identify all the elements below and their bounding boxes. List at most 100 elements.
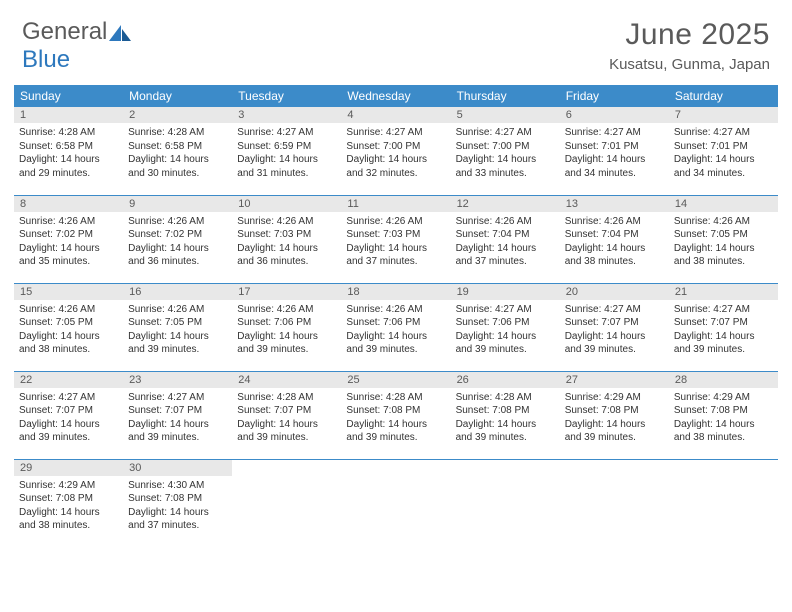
day-details: Sunrise: 4:26 AMSunset: 7:04 PMDaylight:…: [560, 212, 669, 273]
day-number: 26: [451, 372, 560, 388]
calendar-row: 8Sunrise: 4:26 AMSunset: 7:02 PMDaylight…: [14, 195, 778, 283]
calendar-cell: 9Sunrise: 4:26 AMSunset: 7:02 PMDaylight…: [123, 195, 232, 283]
calendar-cell: 27Sunrise: 4:29 AMSunset: 7:08 PMDayligh…: [560, 371, 669, 459]
day-number: 1: [14, 107, 123, 123]
weekday-header: Saturday: [669, 85, 778, 107]
day-number: 3: [232, 107, 341, 123]
calendar-cell: [232, 459, 341, 547]
day-details: Sunrise: 4:27 AMSunset: 7:01 PMDaylight:…: [669, 123, 778, 184]
day-details: Sunrise: 4:27 AMSunset: 7:07 PMDaylight:…: [669, 300, 778, 361]
calendar-cell: 25Sunrise: 4:28 AMSunset: 7:08 PMDayligh…: [341, 371, 450, 459]
calendar-row: 15Sunrise: 4:26 AMSunset: 7:05 PMDayligh…: [14, 283, 778, 371]
day-number: 18: [341, 284, 450, 300]
day-details: Sunrise: 4:26 AMSunset: 7:03 PMDaylight:…: [232, 212, 341, 273]
calendar-row: 22Sunrise: 4:27 AMSunset: 7:07 PMDayligh…: [14, 371, 778, 459]
day-number: 25: [341, 372, 450, 388]
day-details: Sunrise: 4:28 AMSunset: 7:08 PMDaylight:…: [341, 388, 450, 449]
brand-part2: Blue: [22, 46, 70, 74]
day-details: Sunrise: 4:26 AMSunset: 7:02 PMDaylight:…: [123, 212, 232, 273]
day-details: Sunrise: 4:27 AMSunset: 7:07 PMDaylight:…: [123, 388, 232, 449]
weekday-header-row: Sunday Monday Tuesday Wednesday Thursday…: [14, 85, 778, 107]
day-number: 24: [232, 372, 341, 388]
day-details: Sunrise: 4:28 AMSunset: 6:58 PMDaylight:…: [14, 123, 123, 184]
day-number: 22: [14, 372, 123, 388]
brand-part1: General: [22, 18, 107, 46]
calendar-cell: 29Sunrise: 4:29 AMSunset: 7:08 PMDayligh…: [14, 459, 123, 547]
day-number: 29: [14, 460, 123, 476]
day-details: Sunrise: 4:26 AMSunset: 7:05 PMDaylight:…: [123, 300, 232, 361]
day-details: Sunrise: 4:29 AMSunset: 7:08 PMDaylight:…: [560, 388, 669, 449]
day-details: Sunrise: 4:27 AMSunset: 7:07 PMDaylight:…: [14, 388, 123, 449]
calendar-cell: 18Sunrise: 4:26 AMSunset: 7:06 PMDayligh…: [341, 283, 450, 371]
day-number: 13: [560, 196, 669, 212]
calendar-cell: 10Sunrise: 4:26 AMSunset: 7:03 PMDayligh…: [232, 195, 341, 283]
day-number: 2: [123, 107, 232, 123]
day-details: Sunrise: 4:27 AMSunset: 7:00 PMDaylight:…: [341, 123, 450, 184]
location-label: Kusatsu, Gunma, Japan: [609, 56, 770, 73]
day-number: 5: [451, 107, 560, 123]
calendar-cell: 7Sunrise: 4:27 AMSunset: 7:01 PMDaylight…: [669, 107, 778, 195]
day-details: Sunrise: 4:26 AMSunset: 7:06 PMDaylight:…: [232, 300, 341, 361]
calendar-cell: 23Sunrise: 4:27 AMSunset: 7:07 PMDayligh…: [123, 371, 232, 459]
calendar-cell: 12Sunrise: 4:26 AMSunset: 7:04 PMDayligh…: [451, 195, 560, 283]
calendar-cell: 26Sunrise: 4:28 AMSunset: 7:08 PMDayligh…: [451, 371, 560, 459]
day-details: Sunrise: 4:26 AMSunset: 7:02 PMDaylight:…: [14, 212, 123, 273]
day-details: Sunrise: 4:27 AMSunset: 7:00 PMDaylight:…: [451, 123, 560, 184]
calendar-cell: 3Sunrise: 4:27 AMSunset: 6:59 PMDaylight…: [232, 107, 341, 195]
calendar-cell: 13Sunrise: 4:26 AMSunset: 7:04 PMDayligh…: [560, 195, 669, 283]
calendar-cell: 6Sunrise: 4:27 AMSunset: 7:01 PMDaylight…: [560, 107, 669, 195]
day-details: Sunrise: 4:26 AMSunset: 7:04 PMDaylight:…: [451, 212, 560, 273]
day-details: Sunrise: 4:27 AMSunset: 7:06 PMDaylight:…: [451, 300, 560, 361]
calendar-cell: 30Sunrise: 4:30 AMSunset: 7:08 PMDayligh…: [123, 459, 232, 547]
day-number: 7: [669, 107, 778, 123]
calendar-cell: 19Sunrise: 4:27 AMSunset: 7:06 PMDayligh…: [451, 283, 560, 371]
day-number: 20: [560, 284, 669, 300]
weekday-header: Tuesday: [232, 85, 341, 107]
calendar-cell: 16Sunrise: 4:26 AMSunset: 7:05 PMDayligh…: [123, 283, 232, 371]
day-details: Sunrise: 4:26 AMSunset: 7:03 PMDaylight:…: [341, 212, 450, 273]
day-details: Sunrise: 4:28 AMSunset: 6:58 PMDaylight:…: [123, 123, 232, 184]
brand-logo: General: [22, 18, 131, 46]
calendar-cell: 4Sunrise: 4:27 AMSunset: 7:00 PMDaylight…: [341, 107, 450, 195]
calendar-table: Sunday Monday Tuesday Wednesday Thursday…: [14, 85, 778, 547]
day-details: Sunrise: 4:29 AMSunset: 7:08 PMDaylight:…: [669, 388, 778, 449]
day-number: 28: [669, 372, 778, 388]
day-number: 9: [123, 196, 232, 212]
day-details: Sunrise: 4:28 AMSunset: 7:08 PMDaylight:…: [451, 388, 560, 449]
calendar-cell: [341, 459, 450, 547]
day-number: 15: [14, 284, 123, 300]
day-details: Sunrise: 4:27 AMSunset: 6:59 PMDaylight:…: [232, 123, 341, 184]
day-number: 23: [123, 372, 232, 388]
day-number: 27: [560, 372, 669, 388]
calendar-row: 29Sunrise: 4:29 AMSunset: 7:08 PMDayligh…: [14, 459, 778, 547]
calendar-cell: 20Sunrise: 4:27 AMSunset: 7:07 PMDayligh…: [560, 283, 669, 371]
day-details: Sunrise: 4:28 AMSunset: 7:07 PMDaylight:…: [232, 388, 341, 449]
day-number: 21: [669, 284, 778, 300]
day-number: 16: [123, 284, 232, 300]
calendar-cell: 24Sunrise: 4:28 AMSunset: 7:07 PMDayligh…: [232, 371, 341, 459]
weekday-header: Thursday: [451, 85, 560, 107]
day-details: Sunrise: 4:30 AMSunset: 7:08 PMDaylight:…: [123, 476, 232, 537]
day-number: 12: [451, 196, 560, 212]
calendar-body: 1Sunrise: 4:28 AMSunset: 6:58 PMDaylight…: [14, 107, 778, 547]
sail-icon: [109, 25, 131, 41]
day-number: 11: [341, 196, 450, 212]
day-number: 19: [451, 284, 560, 300]
day-number: 14: [669, 196, 778, 212]
calendar-cell: 14Sunrise: 4:26 AMSunset: 7:05 PMDayligh…: [669, 195, 778, 283]
weekday-header: Sunday: [14, 85, 123, 107]
weekday-header: Friday: [560, 85, 669, 107]
day-number: 8: [14, 196, 123, 212]
day-details: Sunrise: 4:26 AMSunset: 7:05 PMDaylight:…: [669, 212, 778, 273]
day-details: Sunrise: 4:27 AMSunset: 7:01 PMDaylight:…: [560, 123, 669, 184]
day-details: Sunrise: 4:27 AMSunset: 7:07 PMDaylight:…: [560, 300, 669, 361]
calendar-cell: 11Sunrise: 4:26 AMSunset: 7:03 PMDayligh…: [341, 195, 450, 283]
title-block: June 2025 Kusatsu, Gunma, Japan: [609, 18, 770, 73]
weekday-header: Wednesday: [341, 85, 450, 107]
calendar-cell: 8Sunrise: 4:26 AMSunset: 7:02 PMDaylight…: [14, 195, 123, 283]
calendar-row: 1Sunrise: 4:28 AMSunset: 6:58 PMDaylight…: [14, 107, 778, 195]
day-number: 10: [232, 196, 341, 212]
calendar-cell: 28Sunrise: 4:29 AMSunset: 7:08 PMDayligh…: [669, 371, 778, 459]
calendar-cell: 15Sunrise: 4:26 AMSunset: 7:05 PMDayligh…: [14, 283, 123, 371]
calendar-cell: [669, 459, 778, 547]
